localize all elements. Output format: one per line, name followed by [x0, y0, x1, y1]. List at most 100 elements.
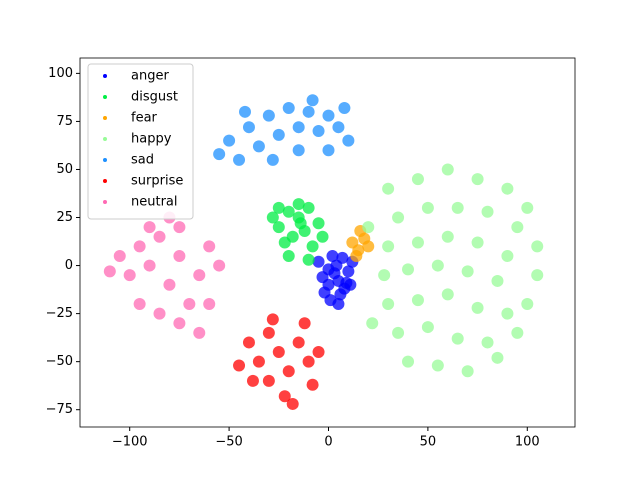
- point: [336, 251, 349, 264]
- point: [173, 317, 186, 330]
- x-tick-label: −100: [112, 435, 148, 450]
- point: [332, 121, 345, 134]
- point: [292, 198, 305, 211]
- point: [511, 326, 524, 339]
- point: [328, 267, 341, 280]
- point: [252, 140, 265, 153]
- y-tick-label: −25: [46, 306, 73, 321]
- point: [272, 346, 285, 359]
- point: [262, 326, 275, 339]
- point: [266, 211, 279, 224]
- point: [531, 240, 544, 253]
- point: [491, 274, 504, 287]
- legend-label: anger: [131, 69, 169, 84]
- point: [382, 182, 395, 195]
- point: [411, 294, 424, 307]
- x-tick-label: 0: [324, 435, 332, 450]
- point: [421, 201, 434, 214]
- point: [272, 221, 285, 234]
- point: [193, 269, 206, 282]
- point: [362, 221, 375, 234]
- point: [344, 278, 357, 291]
- point: [133, 298, 146, 310]
- y-tick-label: 75: [56, 114, 73, 129]
- point: [322, 144, 335, 157]
- point: [451, 332, 464, 345]
- point: [501, 249, 514, 262]
- legend-marker: [103, 116, 107, 120]
- point: [203, 240, 216, 253]
- point: [123, 269, 136, 282]
- x-tick-label: 100: [515, 435, 540, 450]
- point: [334, 288, 347, 301]
- point: [292, 121, 305, 134]
- point: [511, 221, 524, 234]
- point: [266, 313, 279, 326]
- point: [382, 240, 395, 253]
- point: [233, 359, 246, 372]
- point: [306, 378, 319, 391]
- point: [282, 249, 295, 262]
- y-tick-label: −75: [46, 402, 73, 417]
- point: [491, 351, 504, 364]
- point: [411, 236, 424, 249]
- point: [173, 249, 186, 262]
- point: [342, 134, 355, 147]
- point: [193, 326, 206, 339]
- point: [286, 230, 299, 243]
- point: [338, 101, 351, 114]
- point: [242, 336, 255, 349]
- point: [262, 374, 275, 387]
- point: [262, 109, 275, 122]
- point: [133, 240, 146, 253]
- point: [312, 346, 325, 359]
- point: [278, 390, 291, 403]
- point: [282, 101, 295, 114]
- y-tick-label: 50: [56, 162, 73, 177]
- point: [392, 211, 405, 224]
- point: [272, 201, 285, 214]
- y-tick-label: 25: [56, 210, 73, 225]
- legend-marker: [103, 95, 107, 99]
- y-tick-label: 0: [65, 258, 73, 273]
- point: [322, 278, 335, 291]
- point: [322, 109, 335, 122]
- point: [441, 230, 454, 243]
- point: [382, 298, 395, 310]
- point: [242, 121, 255, 134]
- point: [402, 263, 415, 276]
- legend-label: disgust: [131, 90, 178, 105]
- point: [481, 336, 494, 349]
- point: [213, 148, 226, 161]
- point: [213, 259, 226, 272]
- point: [302, 105, 315, 118]
- point: [173, 221, 186, 234]
- point: [143, 259, 156, 272]
- y-tick-label: −50: [46, 354, 73, 369]
- point: [282, 205, 295, 218]
- legend-label: neutral: [131, 195, 178, 210]
- point: [471, 173, 484, 186]
- legend-marker: [103, 74, 107, 78]
- point: [302, 355, 315, 368]
- point: [481, 205, 494, 218]
- point: [306, 240, 319, 253]
- point: [501, 182, 514, 195]
- point: [306, 94, 319, 107]
- point: [312, 217, 325, 230]
- point: [292, 336, 305, 349]
- point: [233, 153, 246, 166]
- point: [153, 307, 166, 320]
- point: [531, 269, 544, 282]
- point: [471, 236, 484, 249]
- point: [366, 317, 379, 330]
- point: [362, 240, 375, 253]
- point: [471, 301, 484, 314]
- point: [312, 125, 325, 138]
- point: [286, 397, 299, 410]
- plot-frame: [79, 57, 576, 428]
- point: [294, 217, 307, 230]
- point: [451, 201, 464, 214]
- point: [521, 201, 534, 214]
